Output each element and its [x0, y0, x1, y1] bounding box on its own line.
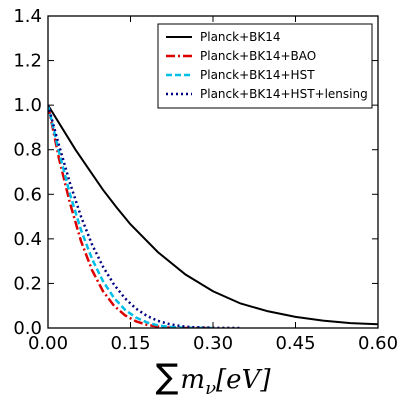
unit-label: [eV]: [216, 365, 271, 395]
x-tick-label: 0.00: [28, 333, 68, 354]
legend-label-1: Planck+BK14: [200, 30, 281, 44]
legend-label-4: Planck+BK14+HST+lensing: [200, 87, 368, 101]
y-tick-label: 1.4: [13, 6, 42, 27]
sum-symbol: ∑: [156, 357, 179, 397]
nu-subscript: ν: [205, 378, 216, 399]
legend-label-2: Planck+BK14+BAO: [200, 49, 316, 63]
x-axis-label: ∑mν[eV]: [156, 357, 272, 399]
mass-symbol: m: [180, 365, 205, 395]
series-line-1: [48, 104, 378, 326]
y-tick-label: 0.6: [13, 184, 42, 205]
axis-ticks: 0.00 0.15 0.30 0.45 0.60 0.0 0.2 0.4 0.6 0.8 1.0 1.…: [13, 6, 398, 354]
x-tick-label: 0.45: [275, 333, 315, 354]
y-tick-label: 0.2: [13, 273, 42, 294]
y-tick-label: 0.4: [13, 229, 42, 250]
x-tick-label: 0.60: [358, 333, 398, 354]
y-tick-label: 0.8: [13, 140, 42, 161]
legend: Planck+BK14 Planck+BK14+BAO Planck+BK14+HS…: [157, 23, 373, 109]
y-tick-label: 0.0: [13, 318, 42, 339]
series-line-4: [48, 104, 241, 328]
legend-box: [157, 23, 373, 109]
series-line-2: [48, 104, 213, 328]
chart-marks: [48, 104, 378, 328]
y-tick-label: 1.0: [13, 95, 42, 116]
y-tick-label: 1.2: [13, 51, 42, 72]
legend-label-3: Planck+BK14+HST: [200, 68, 315, 82]
x-tick-label: 0.30: [193, 333, 233, 354]
x-tick-label: 0.15: [110, 333, 150, 354]
